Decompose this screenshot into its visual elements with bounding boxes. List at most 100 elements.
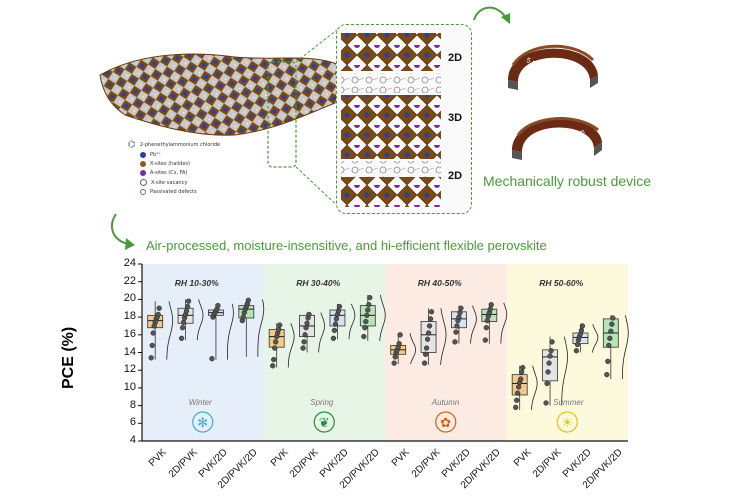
legend-swatch xyxy=(140,179,147,186)
legend-swatch xyxy=(140,161,146,167)
legend-item-pb: Pb²⁺ xyxy=(140,152,161,158)
data-point xyxy=(422,351,429,357)
distribution-curve xyxy=(592,324,599,353)
data-point xyxy=(155,311,161,318)
y-tick-label: 22 xyxy=(123,274,136,287)
maple-leaf-icon xyxy=(435,411,457,433)
data-point xyxy=(330,335,337,341)
curved-arrow-icon xyxy=(473,6,510,24)
data-point xyxy=(270,363,276,369)
data-point xyxy=(610,315,616,321)
distribution-curve xyxy=(196,299,204,341)
legend-item-pea: ⌬ 2-phenethylammonium chloride xyxy=(128,140,220,150)
data-point xyxy=(361,333,367,340)
season-label: Autumn xyxy=(431,398,460,407)
layer-label-middle: 3D xyxy=(448,112,463,124)
data-point xyxy=(367,294,373,301)
data-point xyxy=(428,309,435,315)
data-point xyxy=(303,325,309,331)
data-point xyxy=(487,306,493,312)
data-point xyxy=(185,298,192,304)
data-point xyxy=(544,380,550,387)
leaf-icon xyxy=(313,411,335,433)
data-point xyxy=(423,345,430,351)
flexible-device-illustration xyxy=(508,44,602,160)
data-point xyxy=(302,332,308,338)
data-point xyxy=(178,335,185,341)
data-point xyxy=(300,345,306,351)
data-point xyxy=(604,371,610,378)
data-point xyxy=(365,307,371,313)
distribution-curve xyxy=(621,315,629,380)
distribution-curve xyxy=(166,301,174,360)
y-tick-label: 6 xyxy=(129,416,136,429)
data-point xyxy=(520,364,526,371)
distribution-curve xyxy=(531,365,538,411)
legend-swatch xyxy=(140,170,146,176)
data-point xyxy=(392,354,398,360)
distribution-curve xyxy=(257,299,265,357)
legend-label: X-site vacancy xyxy=(151,179,188,186)
data-point xyxy=(452,339,458,345)
legend-item-x-sites: X-sites (halides) xyxy=(140,161,190,167)
data-point xyxy=(483,325,489,331)
data-point xyxy=(421,360,428,366)
group-background xyxy=(263,264,385,441)
data-point xyxy=(363,318,369,325)
data-point xyxy=(456,314,462,320)
data-point xyxy=(364,312,370,318)
data-point xyxy=(515,390,521,396)
data-point xyxy=(271,356,277,363)
data-point xyxy=(148,355,154,361)
data-point xyxy=(605,358,611,365)
data-point xyxy=(184,303,191,310)
data-point xyxy=(513,404,519,411)
data-point xyxy=(457,310,463,316)
device-caption: Mechanically robust device xyxy=(483,173,652,189)
data-point xyxy=(396,341,402,347)
distribution-curve xyxy=(379,294,386,342)
distribution-curve xyxy=(318,312,325,353)
legend-item-a-sites: A-sites (Cs, FA) xyxy=(140,170,187,176)
sun-icon xyxy=(556,411,578,433)
distribution-curve xyxy=(440,308,447,365)
distribution-curve xyxy=(470,305,477,344)
data-point xyxy=(453,329,459,335)
data-point xyxy=(391,360,397,366)
data-point xyxy=(427,316,434,322)
data-point xyxy=(335,308,342,314)
sun-icon-glyph: ☀ xyxy=(561,416,573,431)
data-point xyxy=(606,342,612,349)
data-point xyxy=(546,360,552,366)
legend-label: Pb²⁺ xyxy=(150,152,161,158)
data-point xyxy=(277,322,283,328)
data-point xyxy=(362,325,368,331)
data-point xyxy=(215,302,221,309)
legend-label: 2-phenethylammonium chloride xyxy=(139,142,221,148)
distribution-curve xyxy=(287,323,295,368)
legend-swatch xyxy=(140,152,146,158)
distribution-curve xyxy=(227,303,234,360)
data-point xyxy=(573,348,580,354)
humidity-label: RH 40-50% xyxy=(417,278,462,288)
data-point xyxy=(578,327,585,334)
layered-structure-panel xyxy=(336,24,472,214)
legend-label: X-sites (halides) xyxy=(150,161,190,167)
data-point xyxy=(548,348,554,354)
snowflake-icon xyxy=(192,411,214,433)
data-point xyxy=(333,316,340,322)
data-point xyxy=(574,341,581,348)
data-point xyxy=(424,336,431,342)
data-point xyxy=(426,323,433,329)
data-point xyxy=(609,321,615,327)
maple-leaf-icon-glyph: ✿ xyxy=(440,416,451,431)
y-tick-label: 24 xyxy=(123,257,136,269)
data-point xyxy=(209,356,215,362)
data-point xyxy=(488,302,494,308)
y-tick-label: 12 xyxy=(123,363,136,376)
data-point xyxy=(425,330,432,336)
data-point xyxy=(331,327,338,334)
y-tick-label: 16 xyxy=(123,327,136,340)
data-point xyxy=(607,335,613,341)
